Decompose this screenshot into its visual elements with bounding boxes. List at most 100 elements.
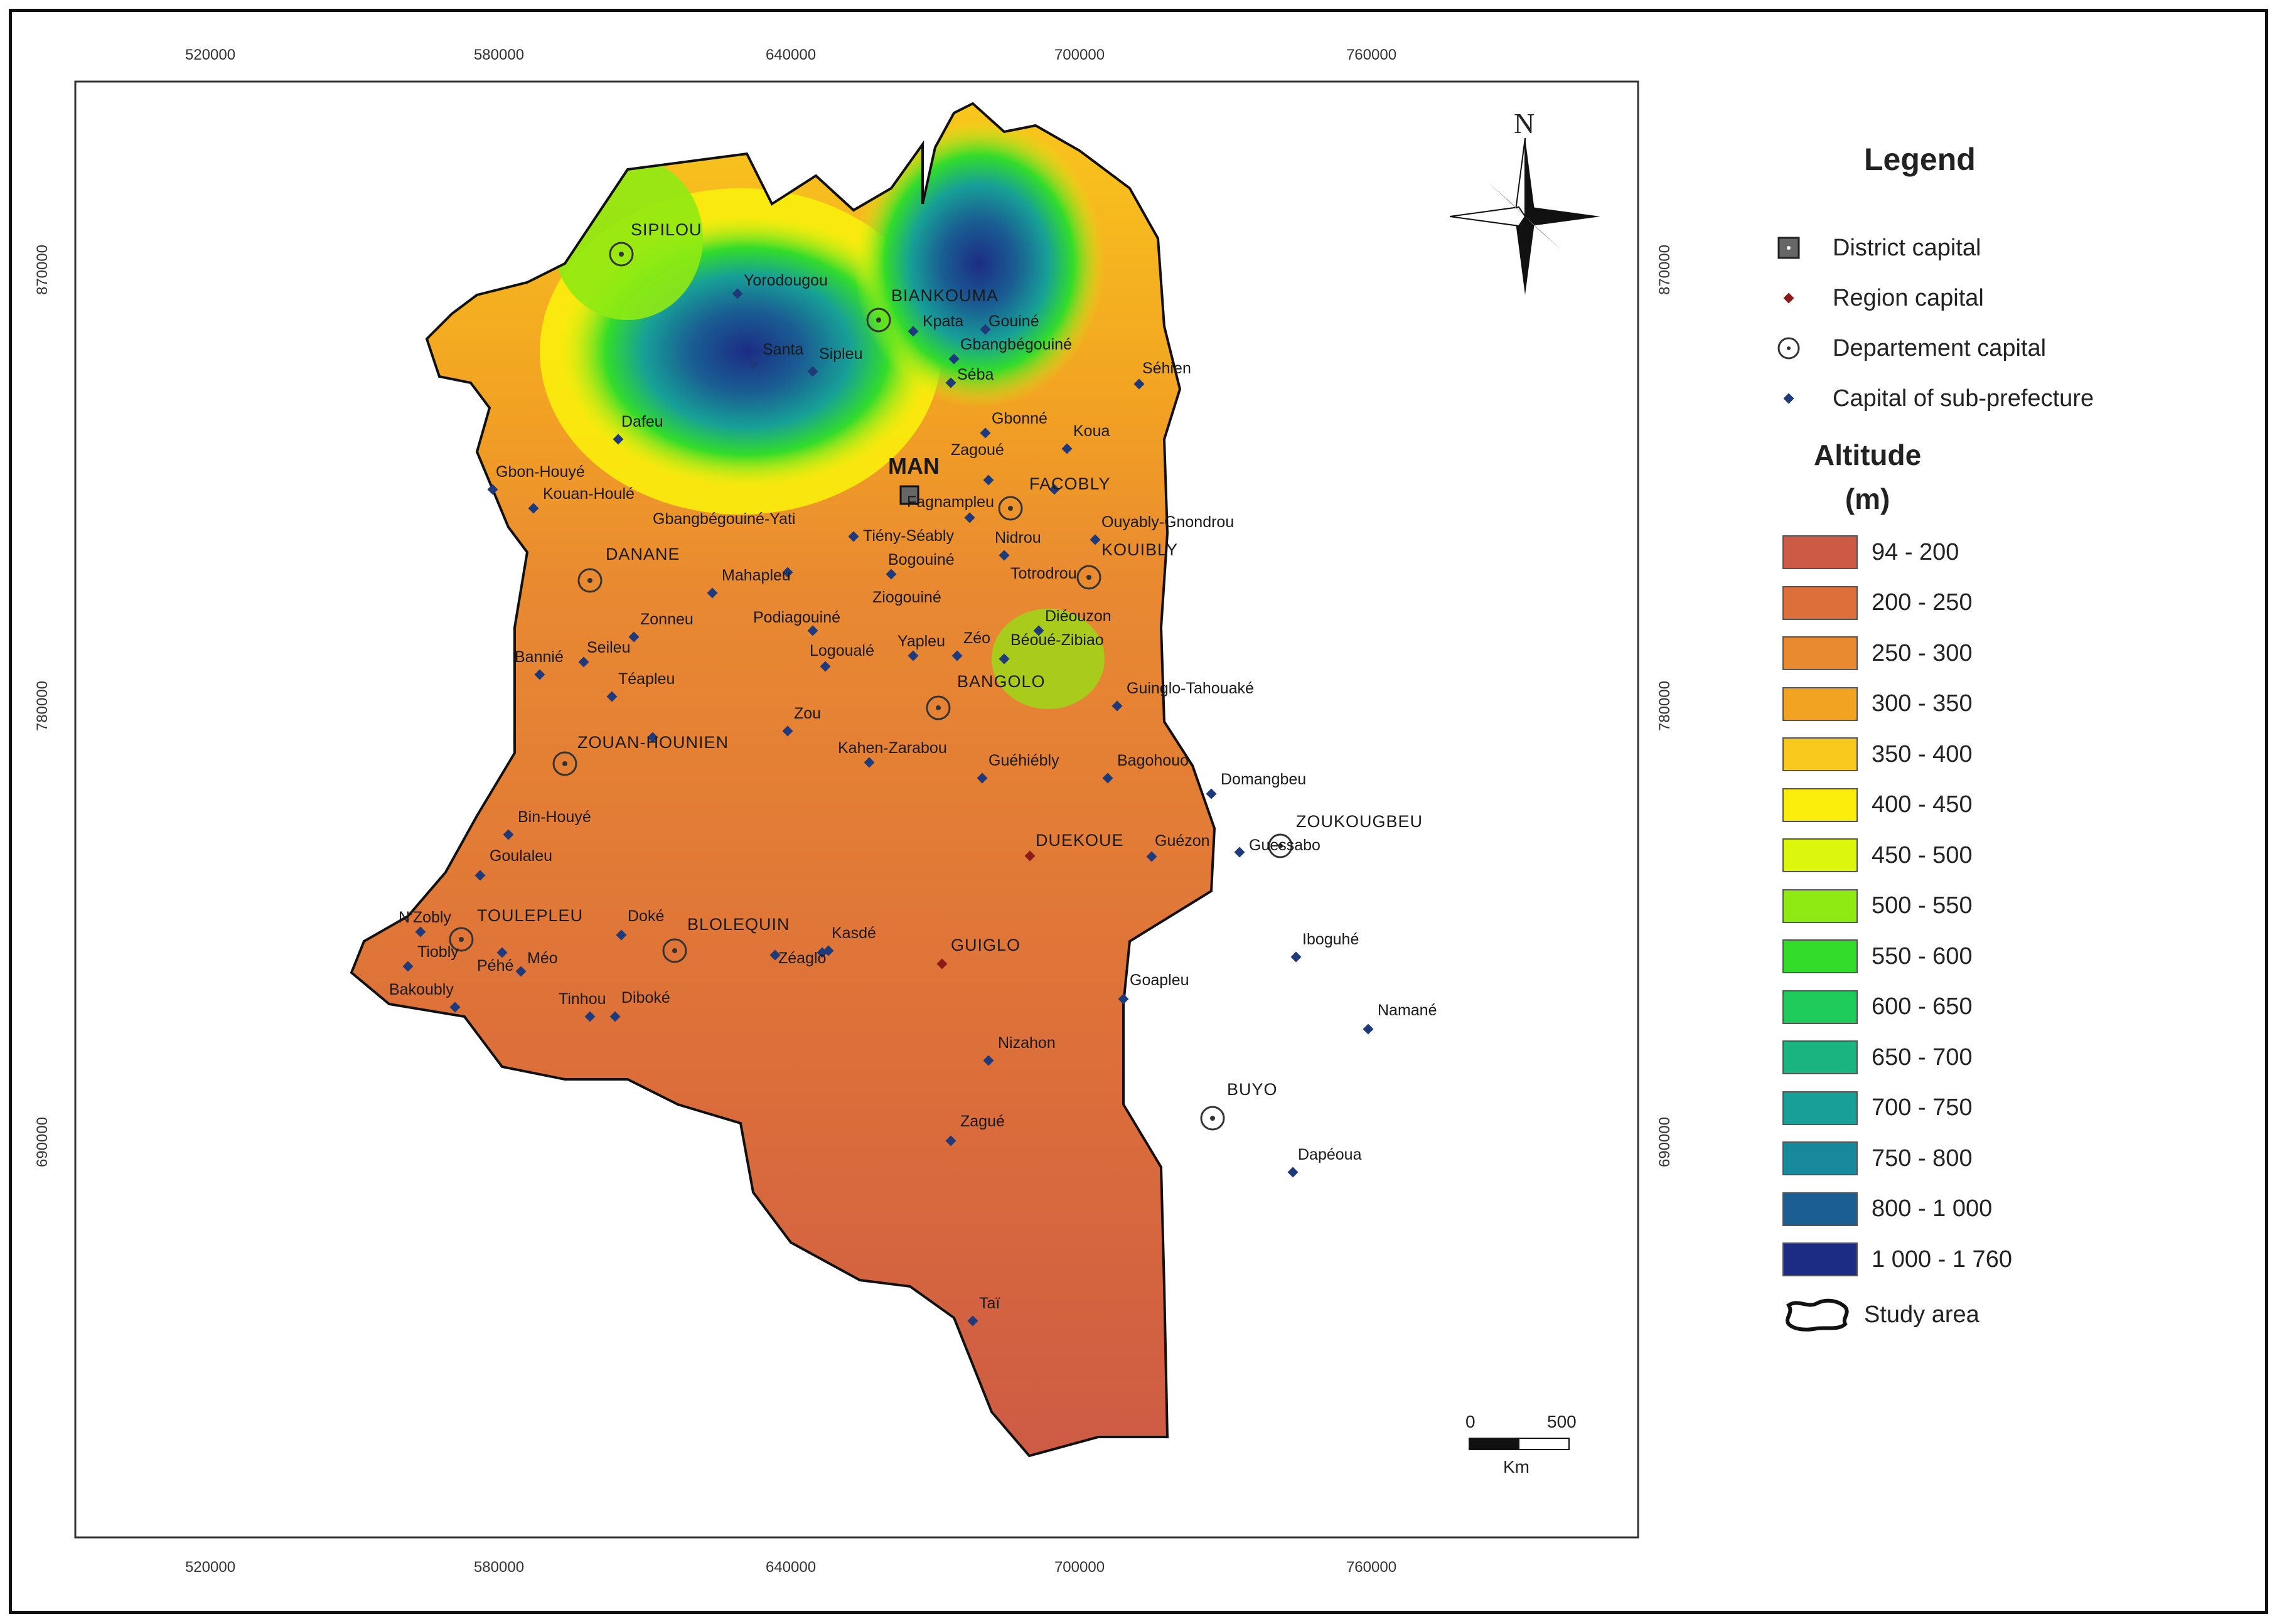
sub-prefecture-marker[interactable] bbox=[747, 358, 759, 370]
y-tick-left: 690000 bbox=[34, 1117, 51, 1167]
altitude-swatch bbox=[1782, 838, 1858, 872]
sub-prefecture-marker[interactable] bbox=[628, 631, 640, 643]
sub-prefecture-marker[interactable] bbox=[980, 324, 991, 335]
sub-prefecture-marker[interactable] bbox=[908, 326, 919, 337]
circle-dot-icon bbox=[1770, 329, 1808, 367]
sub-prefecture-marker[interactable] bbox=[908, 650, 919, 661]
sub-prefecture-marker[interactable] bbox=[951, 650, 963, 661]
sub-prefecture-marker[interactable] bbox=[945, 1135, 956, 1146]
sub-prefecture-marker[interactable] bbox=[945, 377, 956, 388]
sub-prefecture-marker[interactable] bbox=[820, 661, 831, 672]
altitude-title-line1: Altitude bbox=[1814, 439, 1922, 471]
sub-prefecture-marker[interactable] bbox=[647, 732, 658, 743]
sub-prefecture-marker[interactable] bbox=[999, 550, 1010, 561]
sub-prefecture-marker[interactable] bbox=[983, 1055, 994, 1066]
department-capital-marker[interactable] bbox=[998, 496, 1023, 521]
sub-prefecture-marker[interactable] bbox=[980, 427, 991, 439]
department-capital-marker[interactable] bbox=[662, 938, 687, 963]
sub-prefecture-marker[interactable] bbox=[1234, 847, 1245, 858]
sub-prefecture-marker[interactable] bbox=[415, 926, 426, 938]
legend-item-study-area: Study area bbox=[1782, 1296, 1979, 1333]
x-tick-bottom: 640000 bbox=[766, 1559, 816, 1576]
region-capital-marker[interactable] bbox=[1024, 850, 1036, 862]
department-capital-dot bbox=[1210, 1116, 1215, 1121]
place-label: Gbon-Houyé bbox=[496, 463, 585, 481]
place-label: DANANE bbox=[606, 545, 680, 564]
sub-prefecture-marker[interactable] bbox=[782, 567, 793, 578]
y-tick-left: 780000 bbox=[34, 681, 51, 731]
altitude-class-row: 1 000 - 1 760 bbox=[1782, 1237, 2012, 1281]
sub-prefecture-marker[interactable] bbox=[948, 353, 960, 365]
department-capital-marker[interactable] bbox=[866, 307, 891, 333]
sub-prefecture-marker[interactable] bbox=[613, 434, 624, 445]
place-label: Bogouiné bbox=[888, 551, 955, 569]
sub-prefecture-marker[interactable] bbox=[515, 966, 527, 977]
sub-prefecture-marker[interactable] bbox=[999, 653, 1010, 665]
sub-prefecture-marker[interactable] bbox=[886, 569, 897, 580]
sub-prefecture-marker[interactable] bbox=[1112, 700, 1123, 712]
place-label: Bagohouo bbox=[1117, 752, 1189, 769]
department-capital-marker[interactable] bbox=[1200, 1106, 1225, 1131]
sub-prefecture-marker[interactable] bbox=[967, 1315, 978, 1327]
sub-prefecture-marker[interactable] bbox=[1118, 993, 1129, 1005]
altitude-class-label: 94 - 200 bbox=[1872, 538, 1959, 565]
department-capital-marker[interactable] bbox=[1076, 565, 1101, 590]
sub-prefecture-marker[interactable] bbox=[402, 961, 414, 972]
sub-prefecture-marker[interactable] bbox=[1061, 443, 1073, 454]
sub-prefecture-marker[interactable] bbox=[528, 503, 539, 514]
sub-prefecture-marker[interactable] bbox=[1090, 534, 1101, 545]
sub-prefecture-marker[interactable] bbox=[977, 772, 988, 784]
place-label: Goapleu bbox=[1130, 971, 1189, 989]
place-label-man: MAN bbox=[888, 453, 940, 479]
sub-prefecture-marker[interactable] bbox=[1146, 851, 1157, 862]
altitude-class-label: 450 - 500 bbox=[1872, 841, 1973, 868]
sub-prefecture-marker[interactable] bbox=[707, 587, 718, 599]
sub-prefecture-marker[interactable] bbox=[616, 929, 627, 941]
altitude-swatch bbox=[1782, 889, 1858, 923]
sub-prefecture-marker[interactable] bbox=[503, 829, 514, 840]
sub-prefecture-marker[interactable] bbox=[964, 512, 975, 523]
district-capital-marker[interactable] bbox=[899, 485, 919, 505]
sub-prefecture-marker[interactable] bbox=[487, 484, 498, 495]
department-capital-marker[interactable] bbox=[926, 695, 951, 720]
sub-prefecture-marker[interactable] bbox=[848, 531, 859, 542]
sub-prefecture-marker[interactable] bbox=[584, 1011, 596, 1022]
sub-prefecture-marker[interactable] bbox=[1102, 772, 1113, 784]
sub-prefecture-marker[interactable] bbox=[864, 757, 875, 768]
sub-prefecture-marker[interactable] bbox=[474, 870, 486, 881]
sub-prefecture-marker[interactable] bbox=[1049, 484, 1060, 495]
region-capital-marker[interactable] bbox=[936, 958, 948, 970]
sub-prefecture-marker[interactable] bbox=[578, 656, 589, 668]
place-label: Zéaglo bbox=[778, 949, 826, 967]
red-diamond-icon bbox=[1770, 279, 1808, 317]
sub-prefecture-marker[interactable] bbox=[449, 1002, 461, 1013]
department-capital-marker[interactable] bbox=[449, 927, 474, 952]
department-capital-marker[interactable] bbox=[609, 242, 634, 267]
sub-prefecture-marker[interactable] bbox=[496, 947, 508, 958]
department-capital-marker[interactable] bbox=[1268, 833, 1293, 858]
place-label: Diboké bbox=[621, 989, 670, 1007]
department-capital-marker[interactable] bbox=[552, 751, 577, 776]
sub-prefecture-marker[interactable] bbox=[1290, 951, 1302, 963]
sub-prefecture-marker[interactable] bbox=[782, 725, 793, 737]
altitude-class-label: 300 - 350 bbox=[1872, 690, 1973, 717]
sub-prefecture-marker[interactable] bbox=[1287, 1167, 1299, 1178]
sub-prefecture-marker[interactable] bbox=[983, 474, 994, 486]
department-capital-marker[interactable] bbox=[577, 568, 603, 593]
sub-prefecture-marker[interactable] bbox=[1133, 378, 1145, 390]
sub-prefecture-marker[interactable] bbox=[1206, 788, 1217, 799]
sub-prefecture-marker[interactable] bbox=[609, 1011, 621, 1022]
sub-prefecture-marker[interactable] bbox=[534, 669, 545, 680]
sub-prefecture-marker[interactable] bbox=[769, 949, 781, 961]
place-label: Fagnampleu bbox=[907, 493, 994, 511]
sub-prefecture-marker[interactable] bbox=[1033, 625, 1044, 636]
sub-prefecture-marker[interactable] bbox=[1363, 1023, 1374, 1035]
sub-prefecture-marker[interactable] bbox=[817, 947, 828, 958]
sub-prefecture-marker[interactable] bbox=[606, 691, 618, 702]
sub-prefecture-marker[interactable] bbox=[807, 366, 818, 377]
sub-prefecture-marker[interactable] bbox=[807, 625, 818, 636]
altitude-swatch bbox=[1782, 990, 1858, 1024]
place-label: Séba bbox=[957, 366, 994, 383]
place-label: Yorodougou bbox=[744, 272, 828, 289]
x-tick-bottom: 760000 bbox=[1346, 1559, 1396, 1576]
